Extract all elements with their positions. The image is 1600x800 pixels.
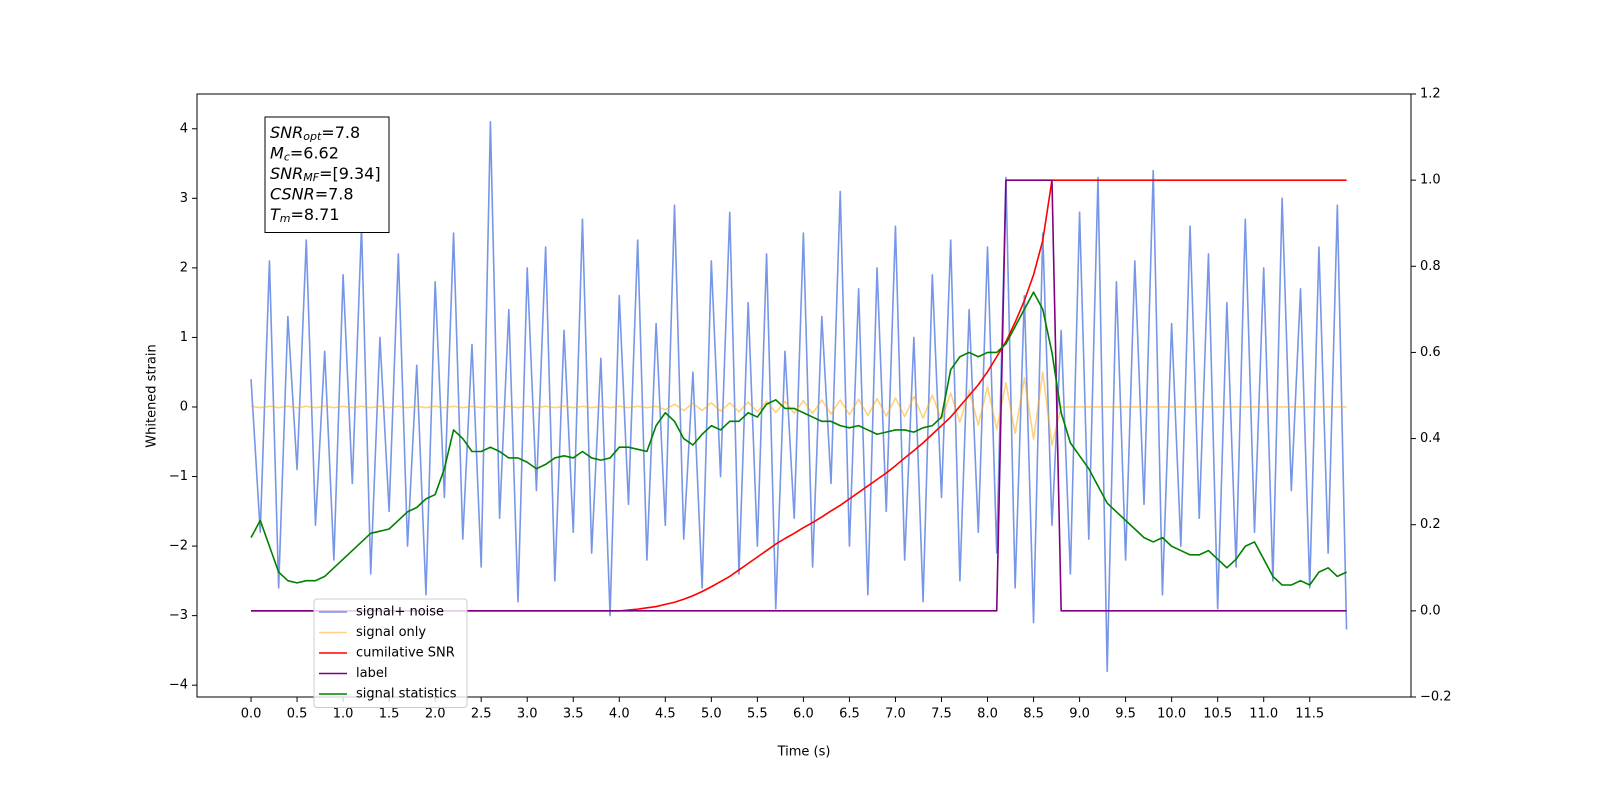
annotation-text: =6.62 (290, 143, 339, 162)
annotation-symbol: SNR (270, 164, 303, 183)
x-tick-label: 11.0 (1249, 707, 1278, 722)
legend: signal+ noise signal only cumilative SNR la… (313, 598, 468, 708)
y2-tick-label: −0.2 (1420, 690, 1452, 705)
x-axis-label: Time (s) (777, 745, 831, 760)
annotation: Tm=8.71 (270, 205, 340, 226)
y-tick-label: −2 (169, 539, 188, 554)
y-tick-label: 2 (180, 260, 188, 275)
series-line (250, 121, 1348, 673)
annotation-symbol: M (270, 143, 284, 162)
x-tick-label: 7.0 (885, 707, 906, 722)
annotation-box (264, 116, 390, 233)
y-tick-label: −4 (169, 678, 188, 693)
series-line (250, 291, 1347, 586)
legend-label: signal+ noise (356, 605, 444, 620)
x-tick-label: 8.0 (977, 707, 998, 722)
y2-tick-label: 0.0 (1420, 603, 1441, 618)
y-tick-label: 1 (180, 330, 188, 345)
x-tick-label: 0.5 (287, 707, 308, 722)
y-tick-label: −3 (169, 608, 188, 623)
annotation: SNRopt=7.8 (270, 123, 360, 144)
y2-tick-label: 1.2 (1420, 87, 1441, 102)
plot-frame (196, 93, 1412, 698)
y-tick-label: −1 (169, 469, 188, 484)
x-tick-label: 7.5 (931, 707, 952, 722)
x-tick-label: 5.5 (747, 707, 768, 722)
legend-box (313, 598, 468, 708)
y2-tick-label: 0.2 (1420, 517, 1441, 532)
x-tick-label: 4.5 (655, 707, 676, 722)
annotation-subscript: opt (303, 130, 322, 143)
x-tick-label: 10.0 (1157, 707, 1186, 722)
x-tick-label: 1.5 (379, 707, 400, 722)
y-tick-label: 0 (180, 399, 188, 414)
y2-tick-label: 0.8 (1420, 259, 1441, 274)
x-tick-label: 6.0 (793, 707, 814, 722)
x-tick-label: 11.5 (1295, 707, 1324, 722)
y2-tick-label: 0.6 (1420, 345, 1441, 360)
legend-label: label (356, 666, 387, 681)
x-tick-label: 3.5 (563, 707, 584, 722)
y-tick-label: 4 (180, 121, 188, 136)
x-tick-label: 6.5 (839, 707, 860, 722)
x-tick-label: 8.5 (1023, 707, 1044, 722)
x-tick-label: 5.0 (701, 707, 722, 722)
annotation: Mc=6.62 (270, 143, 339, 164)
annotation: SNRMF=[9.34] (270, 164, 381, 185)
annotation-symbol: CSNR (270, 184, 315, 203)
x-tick-label: 2.0 (425, 707, 446, 722)
legend-label: cumilative SNR (356, 646, 455, 661)
annotation-subscript: MF (303, 171, 319, 184)
annotation-subscript: c (284, 151, 290, 164)
annotation-symbol: SNR (270, 123, 303, 142)
x-tick-label: 1.0 (333, 707, 354, 722)
y-tick-label: 3 (180, 191, 188, 206)
series-line (250, 371, 1347, 447)
x-tick-label: 0.0 (241, 707, 262, 722)
x-tick-label: 4.0 (609, 707, 630, 722)
legend-label: signal only (356, 625, 426, 640)
x-tick-label: 9.5 (1115, 707, 1136, 722)
x-tick-label: 2.5 (471, 707, 492, 722)
legend-label: signal statistics (356, 687, 457, 702)
y2-tick-label: 1.0 (1420, 173, 1441, 188)
x-tick-label: 10.5 (1203, 707, 1232, 722)
annotation-symbol: T (270, 205, 281, 224)
x-tick-label: 9.0 (1069, 707, 1090, 722)
annotation-text: =7.8 (321, 123, 360, 142)
y2-tick-label: 0.4 (1420, 431, 1441, 446)
annotation-text: =8.71 (291, 205, 340, 224)
y-axis-label: Whitened strain (145, 344, 160, 447)
annotation-subscript: m (280, 212, 291, 225)
annotation-text: =7.8 (315, 184, 354, 203)
annotation-text: =[9.34] (319, 164, 381, 183)
x-tick-label: 3.0 (517, 707, 538, 722)
annotation: CSNR=7.8 (270, 184, 354, 203)
